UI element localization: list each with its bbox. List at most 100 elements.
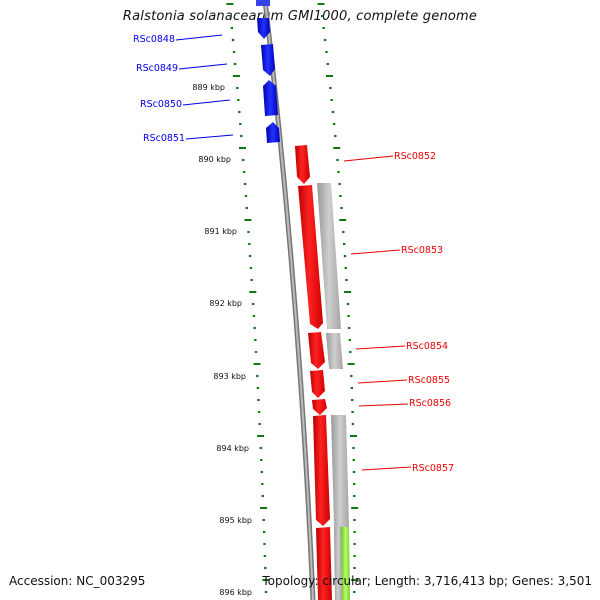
gene-arrow-rsc0852 — [295, 145, 310, 184]
minor-tick — [259, 447, 262, 449]
minor-tick — [325, 51, 328, 53]
minor-tick — [351, 423, 355, 425]
minor-tick — [334, 135, 337, 137]
minor-tick — [242, 171, 246, 173]
minor-tick — [345, 279, 348, 281]
kbp-label: 893 kbp — [213, 372, 246, 381]
minor-tick — [343, 243, 346, 245]
gene-arrow-rsc0856 — [312, 399, 327, 415]
gene-label-rsc0849[interactable]: RSc0849 — [136, 63, 178, 74]
minor-tick — [229, 15, 232, 17]
major-tick — [344, 291, 351, 293]
minor-tick — [252, 315, 256, 317]
major-tick — [226, 3, 234, 5]
minor-tick — [353, 531, 356, 533]
gene-label-rsc0850[interactable]: RSc0850 — [140, 99, 182, 110]
minor-tick — [249, 267, 253, 269]
minor-tick — [257, 411, 261, 413]
minor-tick — [230, 27, 234, 29]
minor-tick — [349, 351, 352, 353]
minor-tick — [244, 195, 248, 197]
minor-tick — [351, 411, 354, 413]
minor-tick — [238, 111, 241, 113]
gene-label-rsc0848[interactable]: RSc0848 — [133, 34, 175, 45]
kbp-label: 891 kbp — [204, 227, 237, 236]
minor-tick — [326, 63, 329, 65]
minor-tick — [256, 375, 259, 377]
gene-label-rsc0855[interactable]: RSc0855 — [408, 375, 450, 386]
accession-text: Accession: NC_003295 — [9, 574, 146, 588]
gene-label-rsc0854[interactable]: RSc0854 — [406, 341, 448, 352]
minor-tick — [262, 531, 266, 533]
gene-arrow-rsc0849 — [261, 44, 275, 76]
major-tick — [339, 219, 347, 221]
gene-label-rsc0852[interactable]: RSc0852 — [394, 151, 436, 162]
minor-tick — [339, 195, 342, 197]
minor-tick — [322, 27, 325, 29]
major-tick — [326, 75, 333, 77]
minor-tick — [252, 303, 255, 305]
minor-tick — [254, 339, 257, 341]
feature-gray-2 — [326, 333, 343, 369]
gene-arrow-rsc0853 — [298, 185, 323, 329]
minor-tick — [330, 99, 333, 101]
minor-tick — [351, 399, 354, 401]
gene-label-rsc0857[interactable]: RSc0857 — [412, 463, 454, 474]
minor-tick — [257, 399, 260, 401]
minor-tick — [353, 591, 356, 593]
reverse-strand-genes — [256, 0, 280, 143]
minor-tick — [258, 423, 261, 425]
minor-tick — [346, 303, 350, 305]
minor-tick — [262, 519, 265, 521]
kbp-label: 890 kbp — [198, 155, 231, 164]
minor-tick — [237, 99, 240, 101]
minor-tick — [264, 591, 268, 593]
major-tick — [347, 363, 355, 365]
reverse-gene-labels: RSc0848 RSc0849 RSc0850 RSc0851 — [133, 34, 234, 144]
major-tick — [317, 3, 325, 5]
feature-green — [341, 527, 350, 600]
minor-tick — [342, 231, 345, 233]
kbp-label: 894 kbp — [216, 444, 249, 453]
minor-tick — [338, 183, 341, 185]
major-tick — [239, 147, 246, 149]
minor-tick — [261, 495, 264, 497]
gene-label-rsc0851[interactable]: RSc0851 — [143, 133, 185, 144]
forward-strand-genes — [295, 145, 332, 600]
gene-arrow-rsc0850 — [263, 80, 278, 116]
major-tick — [233, 75, 240, 77]
minor-tick — [248, 255, 252, 257]
gene-label-rsc0853[interactable]: RSc0853 — [401, 245, 443, 256]
gene-label-rsc0856[interactable]: RSc0856 — [409, 398, 451, 409]
major-tick — [351, 507, 359, 509]
minor-tick — [336, 159, 339, 161]
minor-tick — [321, 15, 324, 17]
major-tick — [262, 579, 270, 581]
minor-tick — [263, 555, 267, 557]
major-tick — [257, 435, 265, 437]
minor-tick — [331, 111, 335, 113]
map-title: Ralstonia solanacearum GMI1000, complete… — [122, 9, 478, 24]
forward-gene-labels: RSc0852 RSc0853 RSc0854 RSc0855 RSc0856 … — [343, 151, 454, 474]
minor-tick — [233, 63, 237, 65]
feature-gray-4 — [334, 527, 342, 600]
minor-tick — [253, 327, 256, 329]
minor-tick — [352, 459, 355, 461]
feature-gray-1 — [317, 183, 341, 329]
minor-tick — [343, 255, 347, 257]
minor-tick — [263, 543, 266, 545]
minor-tick — [353, 543, 356, 545]
kbp-label: 889 kbp — [192, 83, 225, 92]
kbp-label: 895 kbp — [219, 516, 252, 525]
minor-tick — [256, 387, 260, 389]
feature-gray-3 — [331, 415, 349, 527]
minor-tick — [350, 387, 353, 389]
kbp-label: 896 kbp — [219, 588, 252, 597]
minor-tick — [261, 483, 264, 485]
minor-tick — [236, 87, 239, 89]
gene-arrow-rsc0857 — [313, 415, 330, 526]
minor-tick — [240, 135, 243, 137]
tick-marks-left — [226, 3, 270, 593]
minor-tick — [348, 339, 351, 341]
